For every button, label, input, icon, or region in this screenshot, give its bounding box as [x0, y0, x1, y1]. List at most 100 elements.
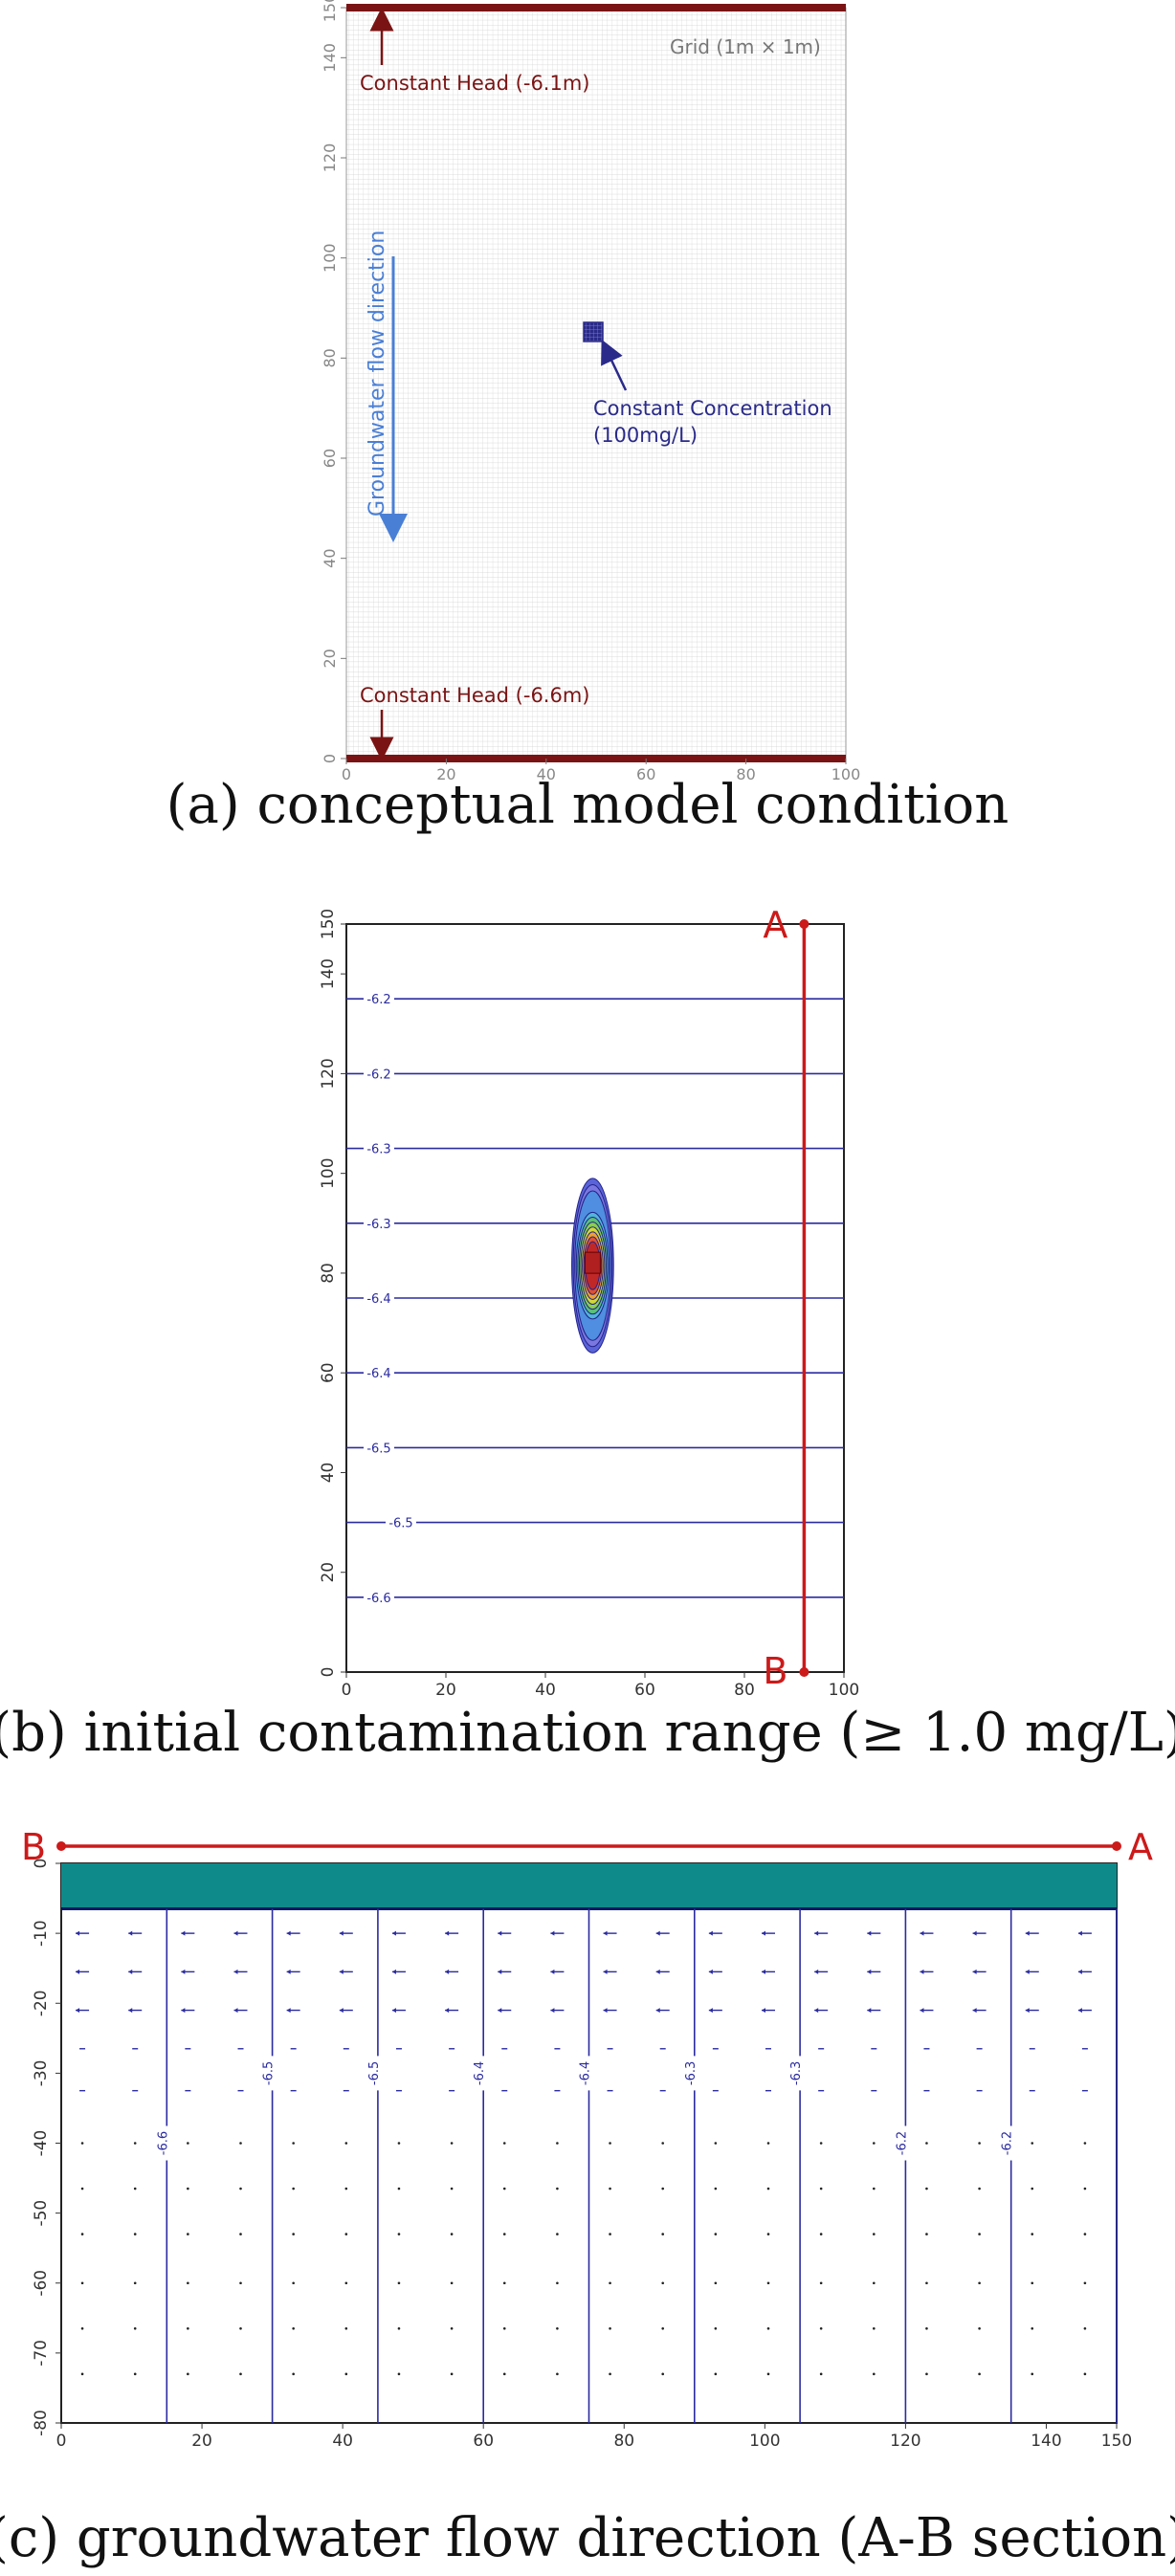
flow-vector-head	[550, 1930, 555, 1936]
b-x-tick-label: 20	[435, 1681, 456, 1700]
a-x-tick-label: 60	[636, 765, 655, 783]
flow-vector-head	[708, 2008, 713, 2014]
flow-vector-dot	[766, 2281, 770, 2285]
flow-vector-dot	[978, 2326, 981, 2330]
head-contour-label: -6.2	[366, 1068, 390, 1082]
contour-label-bg	[159, 2125, 175, 2161]
flow-vector-head	[445, 2008, 450, 2014]
flow-vector-dot	[766, 2326, 770, 2330]
c-y-tick-label: -40	[32, 2130, 51, 2157]
a-x-tick-label: 20	[436, 765, 455, 783]
a-x-tick-label: 80	[736, 765, 755, 783]
flow-vector-dot	[187, 2142, 189, 2145]
flow-vector-head	[498, 1969, 502, 1974]
flow-vector-dot	[1083, 2233, 1087, 2235]
flow-vector-dot	[766, 2142, 770, 2145]
flow-vector-dot	[502, 2233, 506, 2235]
flow-vector-dot	[450, 2372, 454, 2376]
flow-vector-dot	[714, 2372, 718, 2376]
flow-vector-dot	[609, 2233, 611, 2235]
a-y-tick-label: 20	[321, 649, 339, 668]
flow-vector-head	[920, 1930, 924, 1936]
head-contour-label: -6.3	[366, 1218, 390, 1232]
flow-vector-head	[286, 2008, 291, 2014]
flow-vector-dot	[819, 2372, 823, 2376]
panel-b-y-axis: 0 20 40 60 80 100 120 140 150	[319, 909, 346, 1677]
flow-vector-dot	[344, 2233, 348, 2235]
head-contour-label: -6.6	[366, 1592, 390, 1606]
head-contour-label: -6.5	[262, 2061, 277, 2085]
flow-vector-dot	[978, 2142, 981, 2145]
flow-vector-dot	[1031, 2187, 1034, 2191]
c-x-tick-label: 0	[56, 2432, 67, 2451]
a-y-tick-label: 0	[321, 754, 339, 763]
flow-vector-head	[550, 2008, 555, 2014]
flow-vector-dot	[661, 2372, 665, 2376]
b-y-tick-label: 120	[319, 1058, 338, 1089]
flow-vector-dot	[1083, 2281, 1087, 2285]
flow-vector-dot	[819, 2233, 823, 2235]
c-y-tick-label: -50	[32, 2200, 51, 2227]
flow-vector-head	[181, 2008, 186, 2014]
panel-a-x-axis: 0 20 40 60 80 100	[342, 759, 860, 783]
flow-vector-dot	[450, 2326, 454, 2330]
flow-vector-head	[972, 1969, 977, 1974]
flow-vector-head	[867, 2008, 872, 2014]
flow-vector-dot	[80, 2326, 84, 2330]
source-pointer-arrow	[601, 339, 628, 391]
flow-vector-dot	[1083, 2372, 1087, 2376]
section-label-b: B	[21, 1826, 46, 1868]
head-contour-label: -6.4	[579, 2061, 593, 2085]
flow-vector-dot	[714, 2326, 718, 2330]
bottom-constant-head-label: Constant Head (-6.6m)	[360, 684, 590, 707]
flow-vector-dot	[609, 2142, 611, 2145]
c-y-tick-label: -60	[32, 2270, 51, 2297]
flow-vector-dot	[450, 2281, 454, 2285]
flow-vector-head	[391, 1930, 396, 1936]
flow-vector-dot	[661, 2142, 665, 2145]
flow-vector-dot	[450, 2233, 454, 2235]
contour-label-bg	[364, 1365, 394, 1381]
plume-source-cell	[584, 1251, 601, 1274]
flow-vector-head	[708, 1930, 713, 1936]
a-y-tick-label: 40	[321, 548, 339, 567]
contour-label-bg	[264, 2056, 280, 2091]
section-label-a: A	[1128, 1826, 1153, 1868]
flow-vector-dot	[344, 2187, 348, 2191]
a-y-tick-label: 100	[321, 243, 339, 273]
contour-label-bg	[364, 991, 394, 1007]
flow-vector-head	[391, 1969, 396, 1974]
flow-vector-head	[339, 1930, 344, 1936]
contour-label-bg	[364, 1140, 394, 1156]
b-x-tick-label: 60	[634, 1681, 655, 1700]
flow-vector-head	[655, 2008, 660, 2014]
c-x-tick-label: 40	[332, 2432, 353, 2451]
flow-vector-dot	[1031, 2281, 1034, 2285]
section-endpoint-a	[1112, 1841, 1121, 1851]
flow-vector-dot	[1031, 2372, 1034, 2376]
contamination-plume	[571, 1178, 614, 1354]
flow-vector-head	[762, 1930, 766, 1936]
flow-vector-dot	[239, 2281, 242, 2285]
flow-vector-head	[1077, 2008, 1082, 2014]
flow-vector-dot	[661, 2281, 665, 2285]
flow-vector-head	[181, 1930, 186, 1936]
flow-vector-dot	[925, 2187, 928, 2191]
c-y-tick-label: -80	[32, 2410, 51, 2436]
c-y-tick-label: 0	[32, 1859, 51, 1869]
flow-vector-dot	[766, 2372, 770, 2376]
flow-vector-dot	[556, 2187, 559, 2191]
flow-vector-dot	[450, 2142, 454, 2145]
c-x-tick-label: 140	[1031, 2432, 1061, 2451]
head-contour-label: -6.2	[366, 993, 390, 1007]
flow-vector-head	[655, 1930, 660, 1936]
flow-vector-dot	[609, 2187, 611, 2191]
flow-vector-dot	[502, 2187, 506, 2191]
flow-vector-dot	[873, 2326, 876, 2330]
b-x-tick-label: 100	[829, 1681, 859, 1700]
panel-c-x-axis: 0 20 40 60 80 100 120 140 150	[56, 2423, 1132, 2451]
contour-label-bg	[364, 1066, 394, 1082]
flow-vector-head	[339, 2008, 344, 2014]
